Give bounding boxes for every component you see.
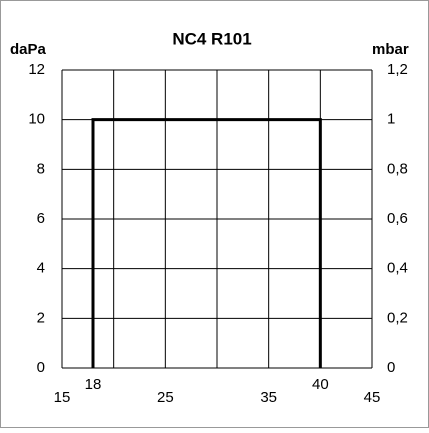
x-tick-label: 35 (260, 389, 277, 406)
line (91, 118, 322, 368)
x-tick-label: 25 (157, 389, 174, 406)
y2-tick-label: 0 (387, 359, 395, 376)
y-tick-label: 2 (37, 309, 45, 326)
x-tick-label: 15 (54, 389, 71, 406)
y-tick-label: 12 (28, 61, 45, 78)
y-tick-label: 10 (28, 111, 45, 128)
y-tick-label: 4 (37, 260, 45, 277)
y2-tick-label: 0,4 (387, 260, 408, 277)
y2-tick-label: 0,8 (387, 160, 408, 177)
x-tick-label: 40 (312, 376, 329, 393)
y2-axis-label: mbar (372, 41, 409, 58)
y-tick-label: 0 (37, 359, 45, 376)
y2-tick-label: 1 (387, 111, 395, 128)
y-tick-label: 6 (37, 210, 45, 227)
y-axis-label: daPa (10, 41, 47, 58)
y-tick-label: 8 (37, 160, 45, 177)
y2-tick-label: 0,6 (387, 210, 408, 227)
x-tick-label: 18 (85, 376, 102, 393)
x-tick-label: 45 (364, 389, 381, 406)
y2-tick-label: 0,2 (387, 309, 408, 326)
y2-tick-label: 1,2 (387, 61, 408, 78)
chart-title: NC4 R101 (172, 29, 251, 48)
